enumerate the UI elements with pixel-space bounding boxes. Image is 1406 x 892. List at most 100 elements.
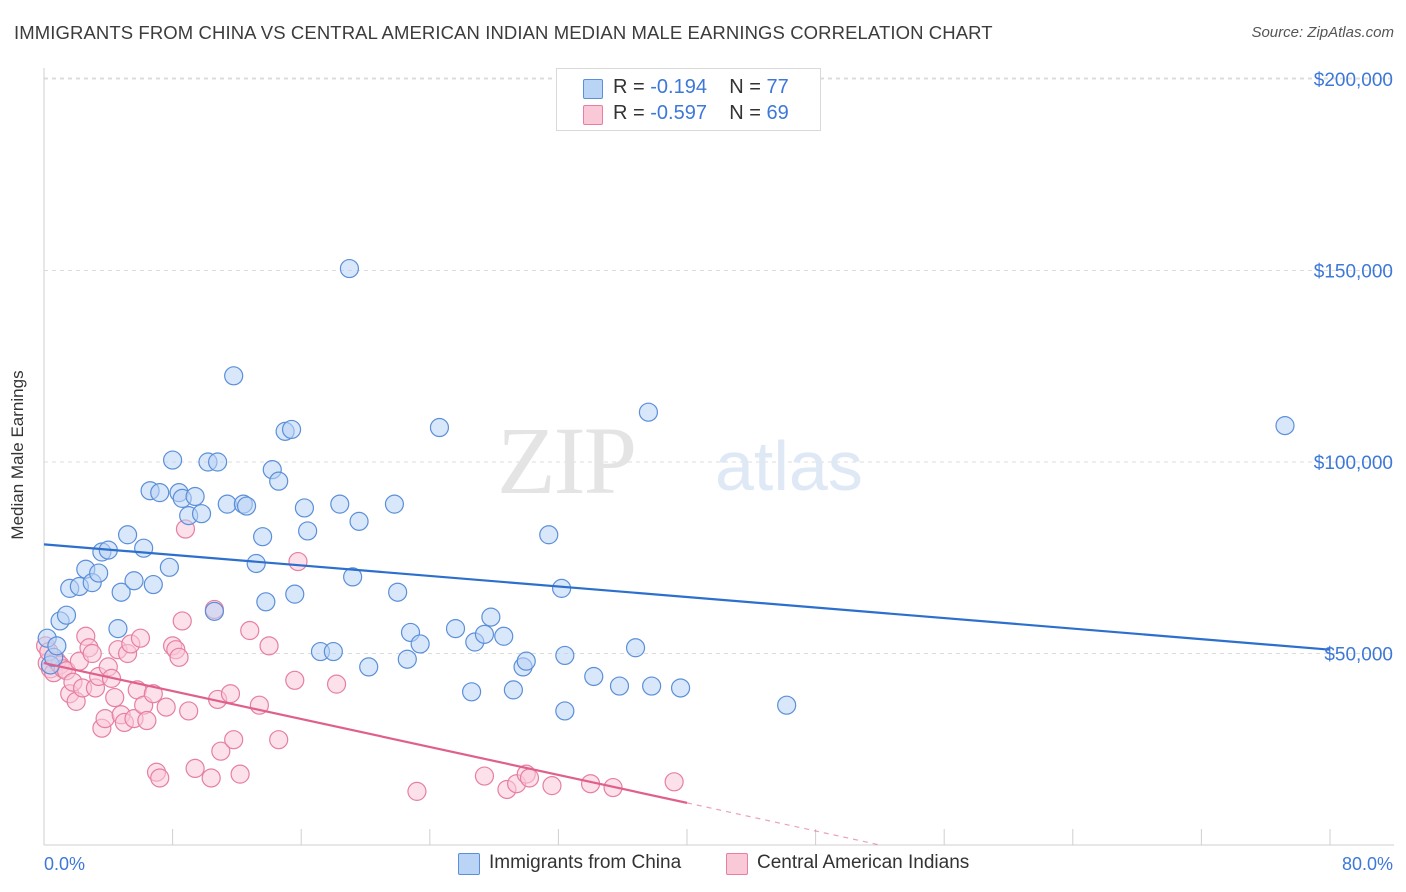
data-point bbox=[326, 674, 347, 694]
tick-labels: $50,000 $100,000 $150,000 $200,000 0.0% 80.0% bbox=[44, 70, 1393, 874]
data-point bbox=[208, 452, 228, 472]
series-central-american-indians bbox=[36, 519, 684, 801]
data-point bbox=[323, 641, 343, 662]
data-point bbox=[407, 781, 427, 801]
data-point bbox=[410, 634, 430, 654]
legend-n-label: N = bbox=[729, 76, 761, 98]
data-point bbox=[555, 701, 575, 721]
data-point bbox=[343, 567, 363, 587]
data-point bbox=[259, 636, 279, 656]
data-point bbox=[285, 670, 305, 690]
data-point bbox=[201, 768, 221, 788]
data-point bbox=[625, 638, 646, 658]
data-point bbox=[204, 601, 224, 621]
data-point bbox=[169, 647, 189, 667]
y-tick-label: $100,000 bbox=[1314, 453, 1393, 474]
data-point bbox=[211, 741, 231, 761]
source-credit: Source: ZipAtlas.com bbox=[1251, 24, 1394, 41]
trend-line-cai-extension bbox=[686, 802, 881, 846]
data-point bbox=[474, 766, 495, 786]
data-point bbox=[82, 643, 102, 664]
data-point bbox=[638, 402, 659, 422]
data-point bbox=[445, 619, 466, 639]
data-point bbox=[246, 553, 266, 574]
data-point bbox=[256, 592, 276, 612]
watermark-atlas: atlas bbox=[715, 427, 863, 505]
legend-r-label: R = bbox=[613, 76, 645, 98]
data-point bbox=[298, 521, 318, 541]
data-point bbox=[105, 687, 125, 708]
data-point bbox=[108, 619, 128, 639]
data-point bbox=[481, 607, 501, 627]
legend-swatch-china bbox=[583, 79, 603, 99]
gridlines bbox=[44, 77, 1394, 654]
data-point bbox=[163, 450, 183, 470]
x-tick-label-max: 80.0% bbox=[1342, 854, 1393, 874]
bottom-legend-label-cai: Central American Indians bbox=[757, 852, 970, 873]
data-point bbox=[552, 578, 572, 598]
chart-title: IMMIGRANTS FROM CHINA VS CENTRAL AMERICA… bbox=[14, 22, 993, 43]
legend-r-value: -0.194 bbox=[650, 76, 707, 98]
data-point bbox=[670, 678, 691, 698]
data-point bbox=[269, 471, 289, 491]
y-tick-label: $200,000 bbox=[1314, 70, 1393, 91]
data-point bbox=[519, 768, 540, 788]
data-point bbox=[429, 417, 450, 438]
data-point bbox=[269, 730, 289, 750]
data-point bbox=[150, 483, 170, 503]
bottom-legend-swatch-china bbox=[458, 853, 480, 875]
legend-r-value: -0.597 bbox=[650, 102, 707, 124]
data-point bbox=[777, 695, 797, 715]
data-point bbox=[349, 511, 369, 531]
data-point bbox=[130, 628, 151, 648]
data-point bbox=[134, 538, 154, 558]
legend-swatch-cai bbox=[583, 105, 603, 125]
bottom-legend-swatch-cai bbox=[726, 853, 748, 875]
x-tick-label-min: 0.0% bbox=[44, 854, 85, 874]
data-point bbox=[217, 494, 237, 514]
data-point bbox=[397, 649, 417, 669]
data-point bbox=[89, 563, 109, 583]
data-point bbox=[539, 525, 559, 545]
data-point bbox=[143, 574, 163, 595]
data-point bbox=[179, 701, 199, 721]
data-point bbox=[240, 620, 260, 641]
data-point bbox=[117, 525, 138, 545]
data-point bbox=[461, 682, 482, 702]
data-point bbox=[185, 486, 205, 507]
data-point bbox=[555, 645, 575, 666]
legend-n-label: N = bbox=[729, 102, 761, 124]
legend-r-label: R = bbox=[613, 102, 645, 124]
watermark-zip: ZIP bbox=[497, 407, 635, 514]
data-point bbox=[294, 498, 315, 518]
data-point bbox=[288, 551, 308, 572]
data-point bbox=[156, 697, 176, 717]
data-point bbox=[56, 605, 77, 625]
data-point bbox=[224, 366, 244, 386]
legend-n-value: 77 bbox=[766, 76, 789, 98]
data-point bbox=[584, 666, 604, 687]
data-point bbox=[609, 676, 630, 696]
data-point bbox=[285, 584, 305, 604]
data-point bbox=[191, 504, 212, 524]
data-point bbox=[1275, 416, 1295, 436]
data-point bbox=[143, 684, 163, 704]
data-point bbox=[494, 626, 514, 646]
data-point bbox=[330, 494, 350, 514]
data-point bbox=[137, 710, 157, 731]
data-point bbox=[516, 651, 536, 671]
data-point bbox=[185, 758, 205, 779]
data-point bbox=[159, 557, 179, 577]
legend-n-value: 69 bbox=[766, 102, 789, 124]
trend-line-cai bbox=[43, 662, 688, 804]
trend-lines bbox=[43, 543, 1331, 846]
trend-line-china bbox=[43, 543, 1331, 651]
data-point bbox=[224, 730, 244, 750]
data-point bbox=[503, 680, 523, 700]
data-point bbox=[236, 496, 257, 516]
data-point bbox=[220, 684, 241, 704]
bottom-legend-label-china: Immigrants from China bbox=[489, 852, 682, 873]
data-point bbox=[230, 764, 250, 784]
data-point bbox=[384, 494, 405, 514]
